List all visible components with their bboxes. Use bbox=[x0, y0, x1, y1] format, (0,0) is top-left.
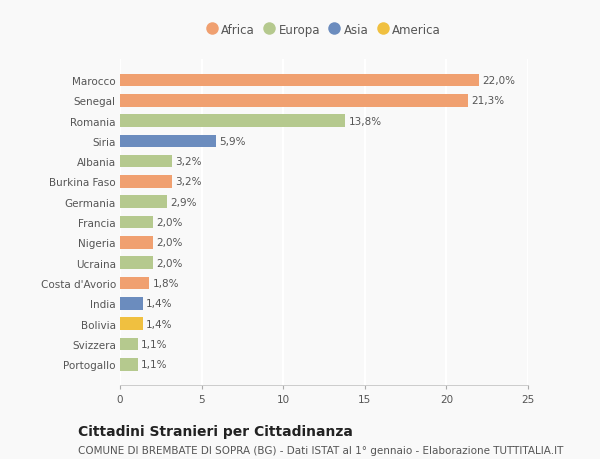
Bar bbox=[120, 338, 138, 351]
Text: 1,4%: 1,4% bbox=[146, 299, 173, 308]
Bar bbox=[120, 257, 152, 269]
Text: 3,2%: 3,2% bbox=[175, 157, 202, 167]
Text: 5,9%: 5,9% bbox=[220, 137, 246, 146]
Text: 1,4%: 1,4% bbox=[146, 319, 173, 329]
Text: 1,1%: 1,1% bbox=[141, 359, 168, 369]
Bar bbox=[120, 318, 143, 330]
Bar bbox=[120, 135, 216, 148]
Text: Cittadini Stranieri per Cittadinanza: Cittadini Stranieri per Cittadinanza bbox=[78, 425, 353, 438]
Bar bbox=[120, 358, 138, 371]
Bar bbox=[120, 156, 172, 168]
Text: 2,0%: 2,0% bbox=[156, 258, 182, 268]
Text: COMUNE DI BREMBATE DI SOPRA (BG) - Dati ISTAT al 1° gennaio - Elaborazione TUTTI: COMUNE DI BREMBATE DI SOPRA (BG) - Dati … bbox=[78, 445, 563, 455]
Legend: Africa, Europa, Asia, America: Africa, Europa, Asia, America bbox=[203, 20, 445, 40]
Text: 2,0%: 2,0% bbox=[156, 238, 182, 248]
Text: 22,0%: 22,0% bbox=[482, 76, 515, 86]
Bar bbox=[120, 216, 152, 229]
Text: 2,9%: 2,9% bbox=[170, 197, 197, 207]
Text: 3,2%: 3,2% bbox=[175, 177, 202, 187]
Bar bbox=[120, 196, 167, 209]
Text: 1,8%: 1,8% bbox=[152, 279, 179, 288]
Bar bbox=[120, 74, 479, 87]
Text: 2,0%: 2,0% bbox=[156, 218, 182, 228]
Bar bbox=[120, 297, 143, 310]
Bar bbox=[120, 176, 172, 188]
Bar bbox=[120, 95, 467, 107]
Text: 13,8%: 13,8% bbox=[349, 116, 382, 126]
Text: 1,1%: 1,1% bbox=[141, 339, 168, 349]
Bar bbox=[120, 277, 149, 290]
Bar bbox=[120, 236, 152, 249]
Bar bbox=[120, 115, 345, 128]
Text: 21,3%: 21,3% bbox=[471, 96, 504, 106]
